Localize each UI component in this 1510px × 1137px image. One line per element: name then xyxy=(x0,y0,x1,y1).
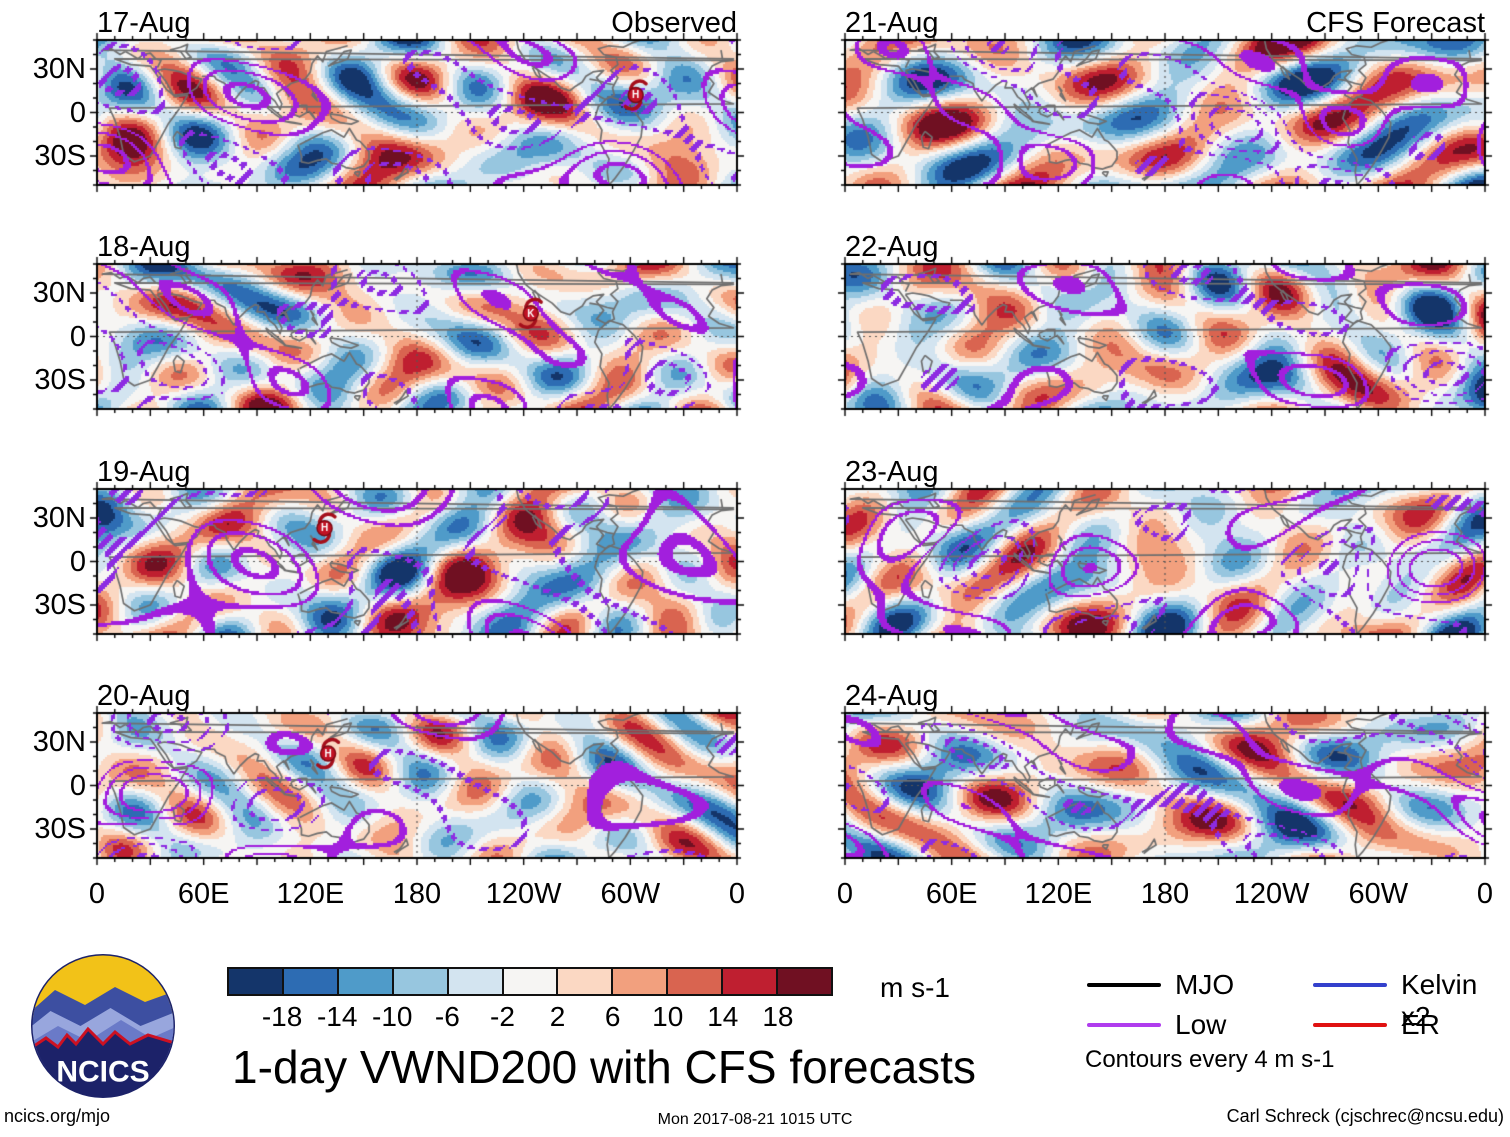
legend-line-low xyxy=(1087,1023,1161,1027)
colorbar-tick-label: 14 xyxy=(707,1001,739,1032)
ncics-logo: NCICS xyxy=(31,954,175,1098)
legend-line-er xyxy=(1313,1023,1387,1027)
x-tick-label: 60W xyxy=(1348,878,1409,910)
y-tick-label: 30S xyxy=(34,364,86,396)
colorbar-tick-label: -18 xyxy=(261,1001,303,1032)
colorbar-tick-label: 6 xyxy=(604,1001,621,1032)
map-canvas-19aug-observed xyxy=(89,481,745,642)
legend-label-kelvin: Kelvin x2 xyxy=(1401,969,1478,1032)
x-tick-label: 120E xyxy=(276,878,345,910)
x-tick-label: 120W xyxy=(485,878,562,910)
x-tick-label: 180 xyxy=(392,878,442,910)
x-tick-label: 60E xyxy=(925,878,978,910)
legend-label-er: ER xyxy=(1401,1009,1440,1040)
colorbar-segment xyxy=(229,969,284,994)
legend-label-mjo: MJO xyxy=(1175,969,1235,1000)
contour-interval-note: Contours every 4 m s-1 xyxy=(1085,1046,1335,1073)
colorbar-tick-label: -6 xyxy=(434,1001,460,1032)
colorbar-segment xyxy=(558,969,614,994)
colorbar-segment xyxy=(668,969,724,994)
colorbar-tick-label: -2 xyxy=(490,1001,515,1032)
colorbar-tick-label: 18 xyxy=(762,1001,794,1032)
colorbar-tick-label: -10 xyxy=(372,1001,413,1032)
logo-text: NCICS xyxy=(56,1056,149,1089)
y-tick-label: 0 xyxy=(69,96,86,129)
map-canvas-18aug-observed xyxy=(89,256,745,417)
x-tick-label: 0 xyxy=(836,878,854,910)
y-tick-label: 30S xyxy=(34,813,86,845)
colorbar-segment xyxy=(448,969,504,994)
figure-title: 1-day VWND200 with CFS forecasts xyxy=(232,1041,976,1093)
legend-label-low: Low xyxy=(1175,1009,1227,1040)
x-tick-label: 0 xyxy=(88,878,106,910)
colorbar-segment xyxy=(723,969,779,994)
x-tick-label: 60E xyxy=(177,878,230,910)
colorbar-segment xyxy=(393,969,449,994)
colorbar xyxy=(227,967,833,996)
footer-author-email: Carl Schreck (cjschrec@ncsu.edu) xyxy=(1226,1106,1504,1126)
y-tick-label: 30N xyxy=(32,53,86,85)
y-tick-label: 30N xyxy=(32,277,86,309)
colorbar-tick-label: 2 xyxy=(549,1001,566,1032)
y-tick-label: 30N xyxy=(32,726,86,758)
logo-ridge-line xyxy=(32,1026,174,1052)
x-tick-label: 60W xyxy=(600,878,661,910)
map-canvas-24aug-forecast xyxy=(837,705,1493,866)
map-canvas-22aug-forecast xyxy=(837,256,1493,417)
colorbar-segment xyxy=(778,969,831,994)
colorbar-segment xyxy=(338,969,394,994)
x-tick-label: 0 xyxy=(728,878,746,910)
y-tick-label: 30N xyxy=(32,502,86,534)
y-tick-label: 0 xyxy=(69,769,86,802)
map-canvas-23aug-forecast xyxy=(837,481,1493,642)
map-canvas-17aug-observed xyxy=(89,32,745,193)
y-tick-label: 0 xyxy=(69,320,86,353)
colorbar-tick-label: 10 xyxy=(652,1001,684,1032)
x-tick-label: 120W xyxy=(1233,878,1310,910)
legend-line-mjo xyxy=(1087,983,1161,987)
x-tick-label: 120E xyxy=(1024,878,1093,910)
map-canvas-21aug-forecast xyxy=(837,32,1493,193)
x-tick-label: 0 xyxy=(1476,878,1494,910)
y-tick-label: 30S xyxy=(34,140,86,172)
map-canvas-20aug-observed xyxy=(89,705,745,866)
colorbar-segment xyxy=(613,969,669,994)
footer-timestamp: Mon 2017-08-21 1015 UTC xyxy=(657,1111,853,1128)
colorbar-segment xyxy=(283,969,339,994)
colorbar-segment xyxy=(503,969,559,994)
colorbar-units-label: m s-1 xyxy=(880,972,950,1003)
y-tick-label: 0 xyxy=(69,545,86,578)
footer-site-url: ncics.org/mjo xyxy=(4,1106,111,1126)
logo-base xyxy=(32,1029,174,1097)
colorbar-tick-label: -14 xyxy=(316,1001,358,1032)
legend-line-kelvin xyxy=(1313,983,1387,987)
y-tick-label: 30S xyxy=(34,589,86,621)
x-tick-label: 180 xyxy=(1140,878,1190,910)
